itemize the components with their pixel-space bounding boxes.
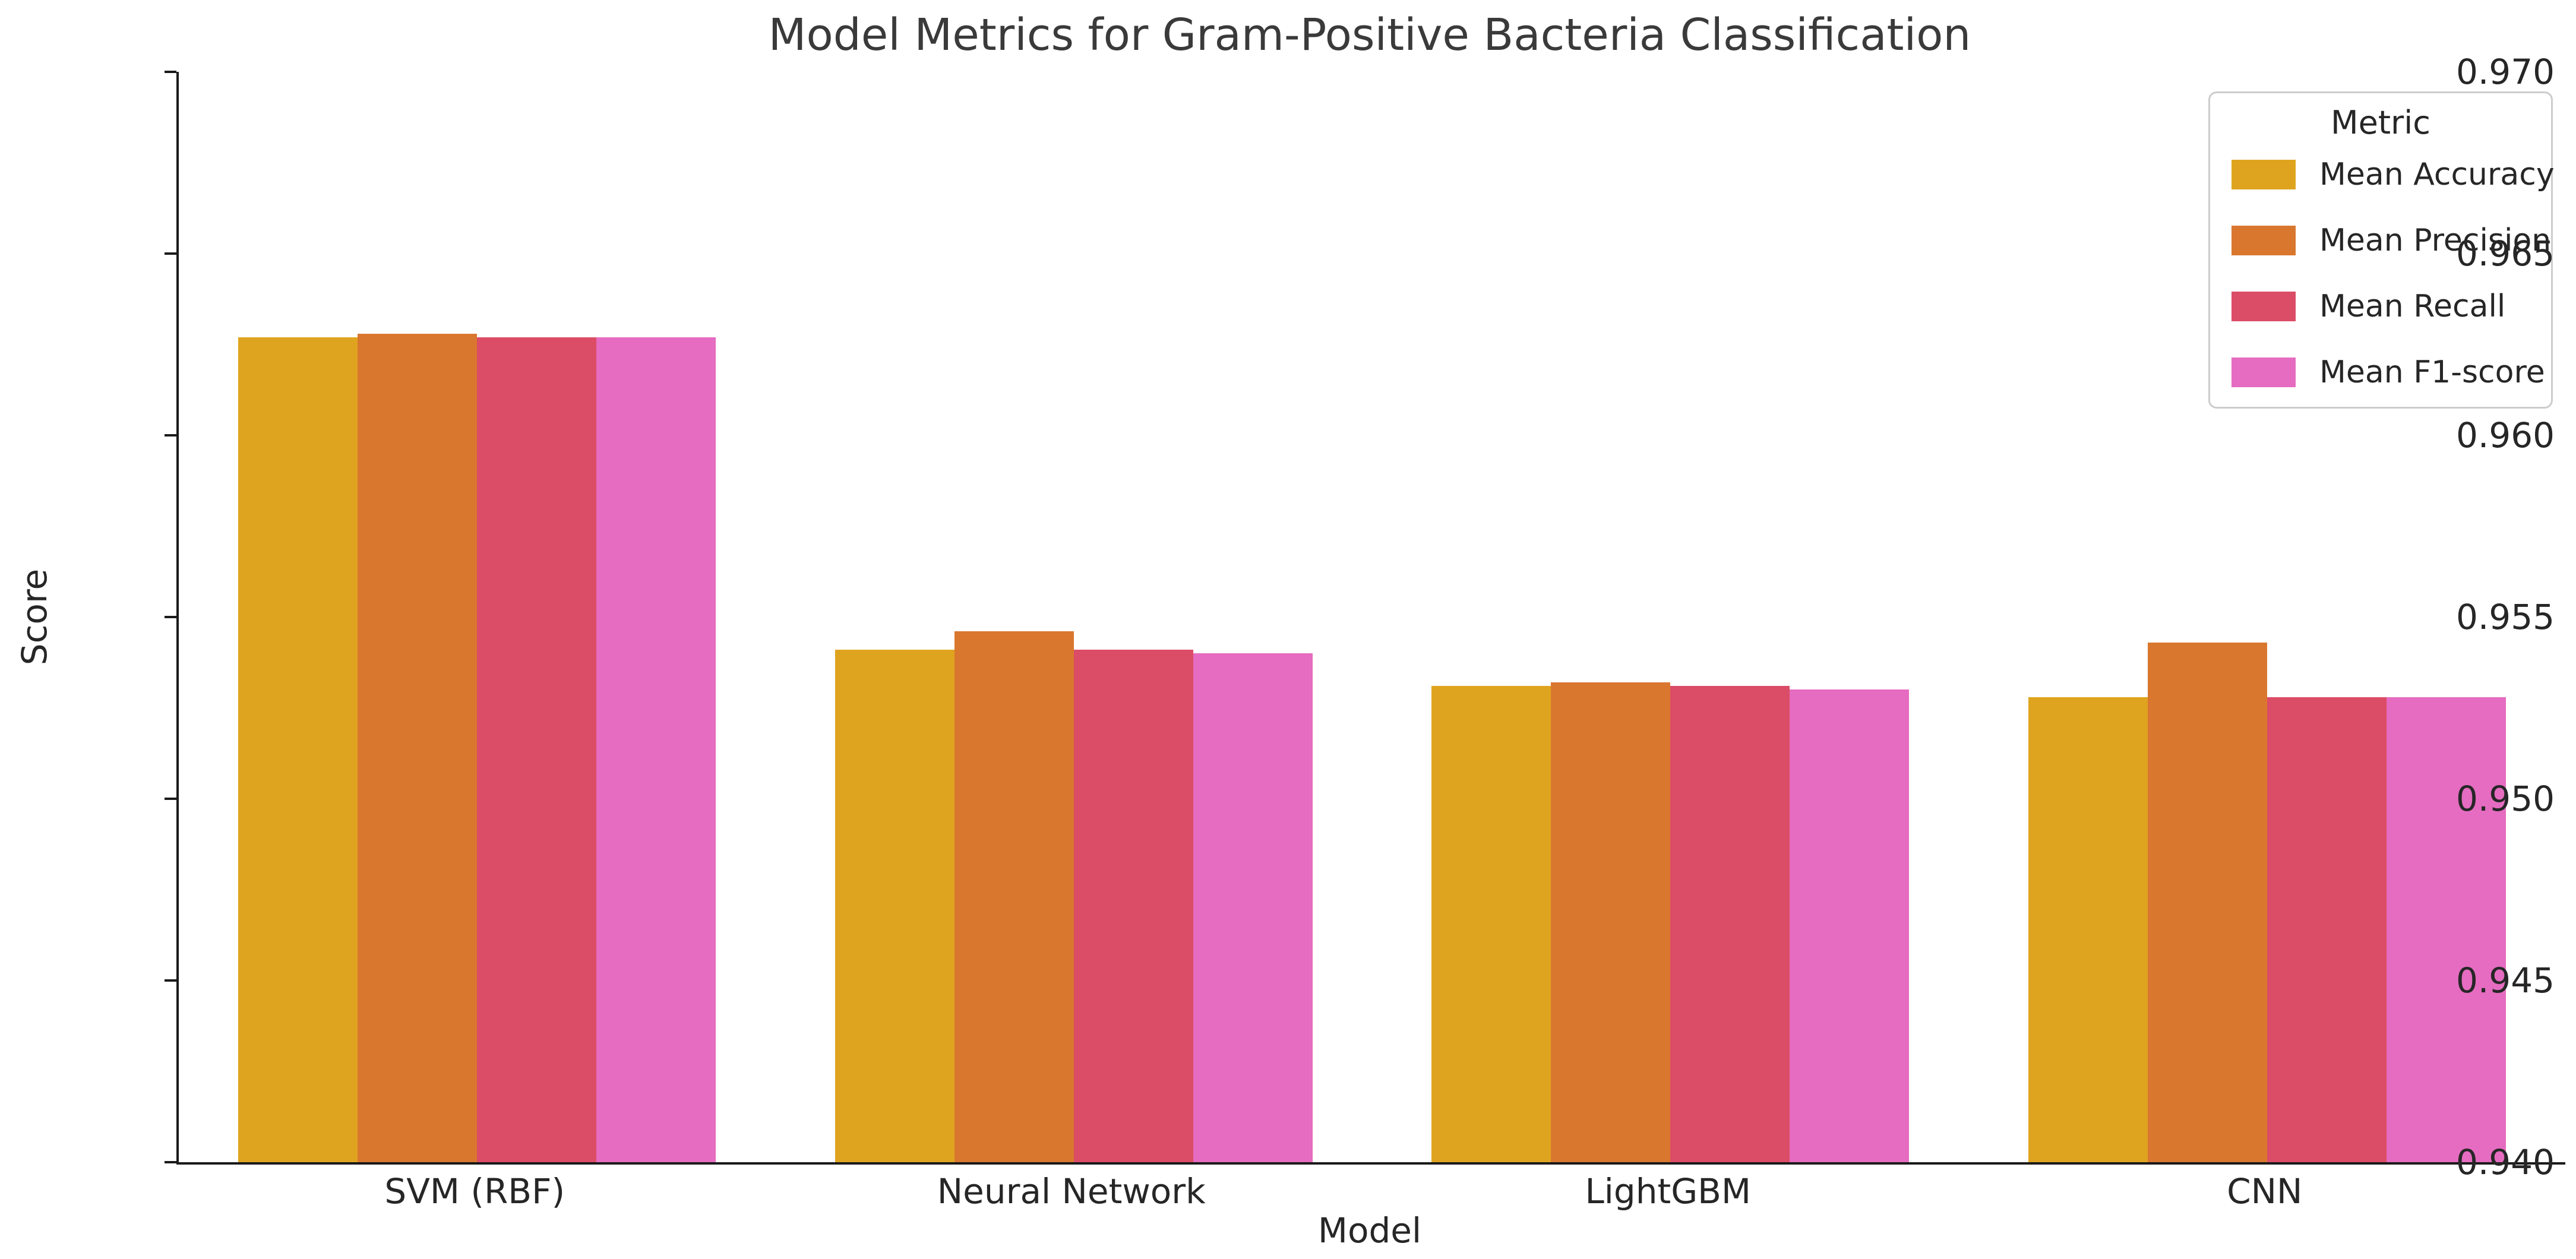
y-tick-mark <box>165 252 176 255</box>
x-tick-label: Neural Network <box>937 1171 1206 1211</box>
bar-cnn-mean-precision <box>2147 642 2267 1162</box>
bar-neural-network-mean-precision <box>954 631 1074 1162</box>
bar-neural-network-mean-recall <box>1073 650 1193 1162</box>
legend-swatch <box>2232 226 2296 255</box>
y-tick-mark <box>165 616 176 618</box>
y-tick-label: 0.950 <box>2455 779 2555 819</box>
bar-cnn-mean-accuracy <box>2028 697 2148 1162</box>
legend-item: Mean Accuracy <box>2232 157 2555 192</box>
x-tick-label: LightGBM <box>1585 1171 1752 1211</box>
y-tick-mark <box>165 71 176 73</box>
y-tick-label: 0.940 <box>2455 1142 2555 1182</box>
y-tick-label: 0.945 <box>2455 960 2555 1001</box>
x-tick-label: CNN <box>2227 1171 2303 1211</box>
bar-neural-network-mean-accuracy <box>835 650 954 1162</box>
x-axis-label: Model <box>1317 1210 1422 1251</box>
chart-title: Model Metrics for Gram-Positive Bacteria… <box>768 10 1971 61</box>
legend-swatch <box>2232 358 2296 387</box>
bar-svm-rbf-mean-precision <box>358 333 478 1162</box>
bar-neural-network-mean-f1-score <box>1193 653 1313 1162</box>
legend-item: Mean Precision <box>2232 223 2551 258</box>
bar-lightgbm-mean-accuracy <box>1431 686 1551 1162</box>
legend: Metric Mean Accuracy Mean Precision Mean R… <box>2208 91 2555 409</box>
bar-lightgbm-mean-recall <box>1670 686 1790 1162</box>
legend-item-label: Mean Accuracy <box>2319 157 2555 192</box>
y-tick-label: 0.955 <box>2455 597 2555 637</box>
x-tick-label: SVM (RBF) <box>384 1171 565 1211</box>
y-tick-mark <box>165 1161 176 1163</box>
y-tick-label: 0.960 <box>2455 415 2555 455</box>
y-tick-label: 0.970 <box>2455 52 2555 92</box>
bar-svm-rbf-mean-accuracy <box>238 337 358 1162</box>
legend-item-label: Mean F1-score <box>2319 355 2545 390</box>
plot-area <box>165 71 2565 1165</box>
bar-lightgbm-mean-f1-score <box>1790 689 1910 1162</box>
legend-title: Metric <box>2331 104 2430 141</box>
bar-lightgbm-mean-precision <box>1551 682 1671 1162</box>
legend-item: Mean F1-score <box>2232 355 2551 390</box>
y-tick-mark <box>165 979 176 982</box>
y-tick-label: 0.965 <box>2455 233 2555 274</box>
legend-item: Mean Recall <box>2232 289 2551 324</box>
legend-items: Mean Accuracy Mean Precision Mean Recall Me… <box>2210 157 2555 390</box>
bar-cnn-mean-recall <box>2267 697 2387 1162</box>
legend-item-label: Mean Precision <box>2319 223 2552 258</box>
y-tick-mark <box>165 434 176 436</box>
y-axis-label: Score <box>14 568 55 666</box>
legend-swatch <box>2232 160 2296 189</box>
legend-item-label: Mean Recall <box>2319 289 2506 324</box>
bar-svm-rbf-mean-f1-score <box>596 337 716 1162</box>
y-tick-mark <box>165 798 176 800</box>
bar-cnn-mean-f1-score <box>2386 697 2506 1162</box>
legend-swatch <box>2232 292 2296 321</box>
bar-svm-rbf-mean-recall <box>477 337 597 1162</box>
